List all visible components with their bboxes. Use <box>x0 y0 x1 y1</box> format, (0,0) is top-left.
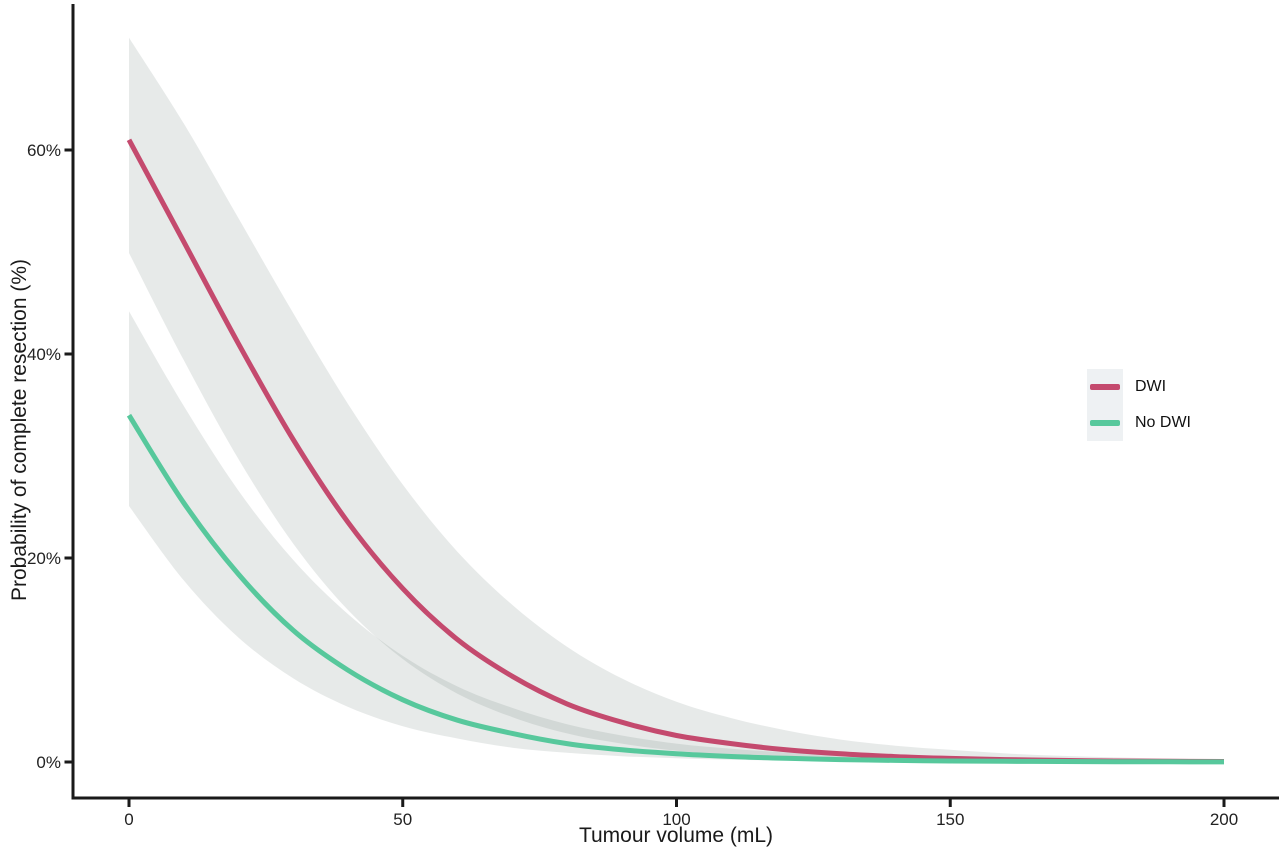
axes <box>64 4 1279 807</box>
legend-key-background <box>1087 369 1123 405</box>
x-tick-label: 150 <box>936 810 964 829</box>
legend-label-no-dwi: No DWI <box>1135 414 1191 431</box>
confidence-bands <box>129 37 1224 762</box>
y-tick-label: 0% <box>36 753 61 772</box>
legend-key-background <box>1087 405 1123 441</box>
x-tick-label: 200 <box>1210 810 1238 829</box>
x-tick-label: 100 <box>662 810 690 829</box>
no-dwi-line-swatch-icon <box>1090 420 1120 426</box>
y-tick-label: 40% <box>27 345 61 364</box>
legend-label-dwi: DWI <box>1135 378 1167 395</box>
dwi-line-swatch-icon <box>1090 384 1120 390</box>
x-tick-label: 0 <box>124 810 133 829</box>
probability-curves <box>126 138 1225 765</box>
confidence-band-dwi <box>129 37 1224 762</box>
y-axis-title: Probability of complete resection (%) <box>8 259 31 601</box>
curve-no-dwi <box>126 413 1225 765</box>
legend-item-dwi: DWI <box>1087 369 1191 405</box>
legend-item-no-dwi: No DWI <box>1087 405 1191 441</box>
legend: DWI No DWI <box>1087 369 1191 441</box>
tick-labels: 0 50 100 150 200 0% 20% 40% 60% <box>27 141 1238 829</box>
x-axis-title: Tumour volume (mL) <box>578 824 774 847</box>
y-tick-label: 20% <box>27 549 61 568</box>
y-tick-label: 60% <box>27 141 61 160</box>
x-tick-label: 50 <box>393 810 412 829</box>
